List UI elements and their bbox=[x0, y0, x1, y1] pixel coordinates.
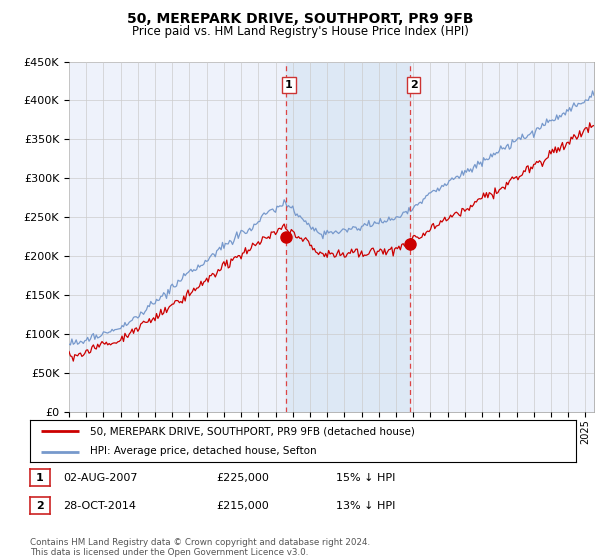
Text: Contains HM Land Registry data © Crown copyright and database right 2024.
This d: Contains HM Land Registry data © Crown c… bbox=[30, 538, 370, 557]
Text: 1: 1 bbox=[285, 80, 293, 90]
Text: 1: 1 bbox=[36, 473, 44, 483]
Text: £215,000: £215,000 bbox=[216, 501, 269, 511]
Text: 28-OCT-2014: 28-OCT-2014 bbox=[63, 501, 136, 511]
Text: 50, MEREPARK DRIVE, SOUTHPORT, PR9 9FB: 50, MEREPARK DRIVE, SOUTHPORT, PR9 9FB bbox=[127, 12, 473, 26]
Bar bbox=[286, 62, 410, 412]
Text: £225,000: £225,000 bbox=[216, 473, 269, 483]
Text: 13% ↓ HPI: 13% ↓ HPI bbox=[336, 501, 395, 511]
Text: HPI: Average price, detached house, Sefton: HPI: Average price, detached house, Seft… bbox=[90, 446, 317, 456]
Text: 50, MEREPARK DRIVE, SOUTHPORT, PR9 9FB (detached house): 50, MEREPARK DRIVE, SOUTHPORT, PR9 9FB (… bbox=[90, 426, 415, 436]
Text: 15% ↓ HPI: 15% ↓ HPI bbox=[336, 473, 395, 483]
Text: 02-AUG-2007: 02-AUG-2007 bbox=[63, 473, 137, 483]
Text: 2: 2 bbox=[410, 80, 418, 90]
Text: Price paid vs. HM Land Registry's House Price Index (HPI): Price paid vs. HM Land Registry's House … bbox=[131, 25, 469, 38]
Text: 2: 2 bbox=[36, 501, 44, 511]
